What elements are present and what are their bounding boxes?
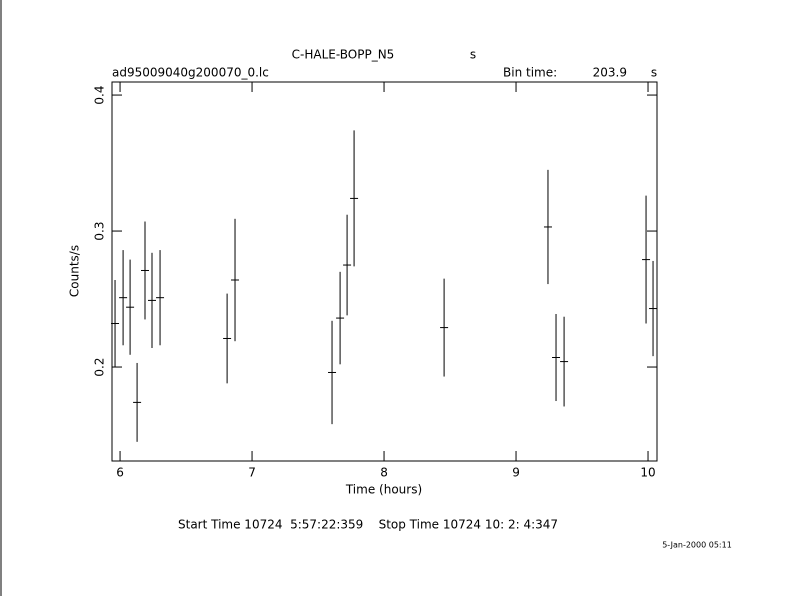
y-axis-label: Counts/s (68, 245, 82, 297)
y-tick-label: 0.3 (93, 221, 107, 240)
y-tick-label: 0.4 (93, 86, 107, 105)
bin-time: 203.9 (593, 66, 627, 80)
chart-title: C-HALE-BOPP_N5 (292, 48, 395, 62)
x-tick-label: 8 (380, 466, 388, 480)
date-stamp: 5-Jan-2000 05:11 (662, 541, 732, 550)
y-tick-label: 0.2 (93, 357, 107, 376)
footer: Start Time 10724 5:57:22:359 Stop Time 1… (178, 518, 558, 532)
subtitle: ad95009040g200070_0.lc (112, 66, 269, 80)
x-tick-label: 6 (116, 466, 124, 480)
x-tick-label: 10 (640, 466, 655, 480)
plot-frame (111, 81, 658, 462)
x-tick-label: 7 (248, 466, 256, 480)
x-axis-label: Time (hours) (345, 483, 422, 497)
bin-time-unit: s (651, 66, 657, 80)
x-tick-label: 9 (512, 466, 520, 480)
title-unit: s (470, 48, 476, 62)
bin-time-label: Bin time: (503, 66, 557, 80)
